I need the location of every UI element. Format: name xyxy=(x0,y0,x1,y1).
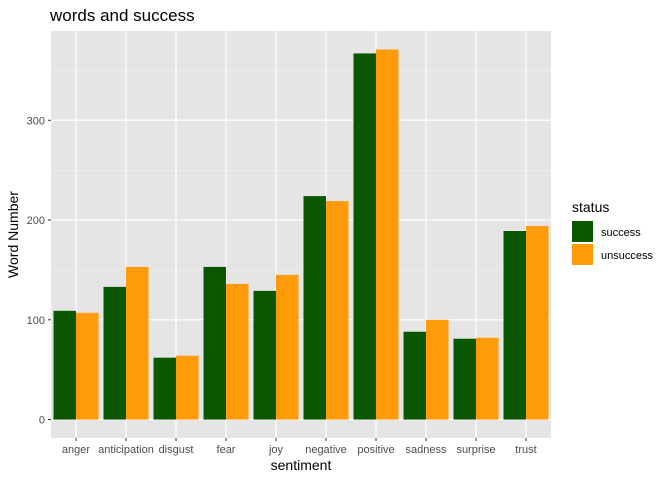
legend-title: status xyxy=(572,199,609,215)
x-tick-label-trust: trust xyxy=(515,444,536,456)
y-tick-label: 0 xyxy=(39,415,45,427)
bar-success-anticipation xyxy=(103,286,126,420)
chart-title: words and success xyxy=(49,6,195,25)
y-axis: 0 100 200 300 xyxy=(27,115,51,427)
bar-unsuccess-surprise xyxy=(476,337,499,420)
y-axis-title: Word Number xyxy=(5,191,21,278)
bar-success-sadness xyxy=(403,331,426,420)
x-tick-label-disgust: disgust xyxy=(159,444,194,456)
legend-label-unsuccess: unsuccess xyxy=(601,250,653,262)
y-tick-label: 300 xyxy=(27,115,45,127)
y-tick-label: 100 xyxy=(27,315,45,327)
x-tick-label-positive: positive xyxy=(357,444,394,456)
x-tick-label-surprise: surprise xyxy=(456,444,495,456)
bar-unsuccess-trust xyxy=(526,226,549,420)
legend: status success unsuccess xyxy=(572,199,653,265)
x-axis: anger anticipation disgust fear joy negative p… xyxy=(62,438,537,456)
bar-unsuccess-joy xyxy=(276,274,299,420)
bar-unsuccess-fear xyxy=(226,283,249,420)
x-tick-label-anticipation: anticipation xyxy=(98,444,154,456)
legend-key-unsuccess xyxy=(572,244,593,265)
bar-success-fear xyxy=(203,266,226,420)
bar-success-anger xyxy=(53,310,76,420)
legend-items: success unsuccess xyxy=(572,221,653,265)
bar-success-surprise xyxy=(453,338,476,420)
bar-success-disgust xyxy=(153,357,176,420)
bar-success-negative xyxy=(303,196,326,420)
bar-unsuccess-anger xyxy=(76,312,99,420)
x-tick-label-anger: anger xyxy=(62,444,90,456)
bar-success-trust xyxy=(503,231,526,420)
x-tick-label-fear: fear xyxy=(217,444,236,456)
bar-success-joy xyxy=(253,290,276,420)
bar-unsuccess-sadness xyxy=(426,319,449,420)
y-tick-label: 200 xyxy=(27,215,45,227)
x-axis-title: sentiment xyxy=(271,457,332,473)
bars xyxy=(53,49,549,420)
bar-unsuccess-anticipation xyxy=(126,266,149,420)
x-tick-label-negative: negative xyxy=(305,444,347,456)
bar-success-positive xyxy=(353,53,376,420)
bar-unsuccess-negative xyxy=(326,201,349,420)
legend-key-success xyxy=(572,221,593,242)
legend-label-success: success xyxy=(601,227,641,239)
bar-unsuccess-positive xyxy=(376,49,399,420)
bar-unsuccess-disgust xyxy=(176,355,199,420)
x-tick-label-joy: joy xyxy=(268,444,284,456)
x-tick-label-sadness: sadness xyxy=(406,444,447,456)
